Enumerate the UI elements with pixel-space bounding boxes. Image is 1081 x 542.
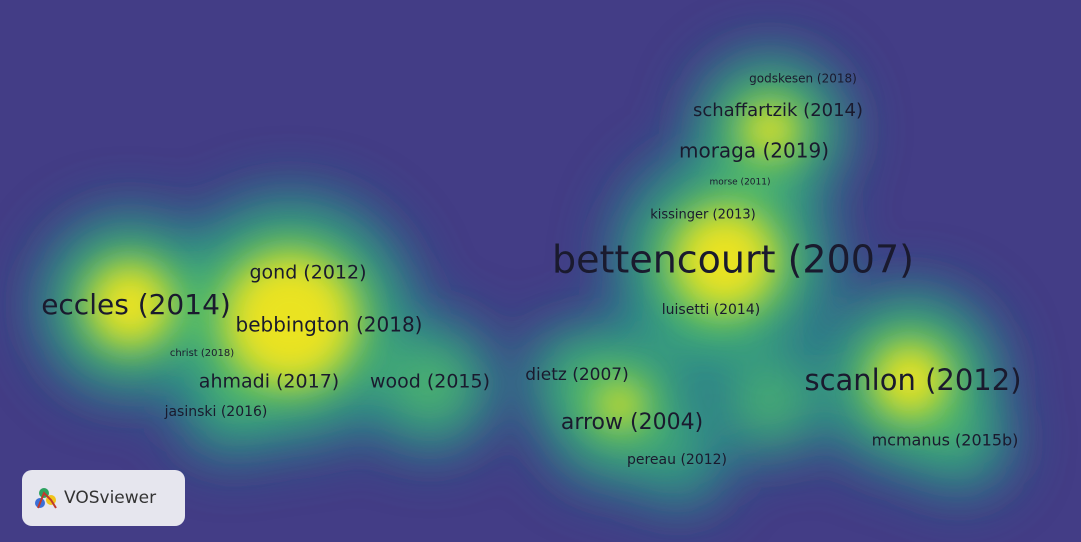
node-label: christ (2018) xyxy=(170,348,234,359)
node-label: eccles (2014) xyxy=(41,288,231,321)
density-blob xyxy=(600,385,640,425)
density-blob xyxy=(205,380,255,430)
node-label: moraga (2019) xyxy=(679,139,829,163)
density-yellow xyxy=(90,105,945,425)
node-label: morse (2011) xyxy=(710,178,771,188)
density-blob xyxy=(90,265,170,345)
node-label: scanlon (2012) xyxy=(804,363,1021,397)
logo-box xyxy=(22,470,185,526)
node-label: luisetti (2014) xyxy=(662,302,760,318)
node-label: bettencourt (2007) xyxy=(552,238,914,282)
labels: godskesen (2018) schaffartzik (2014) morag… xyxy=(41,72,1021,469)
node-label: godskesen (2018) xyxy=(749,72,857,86)
density-blob xyxy=(390,345,470,425)
node-label: mcmanus (2015b) xyxy=(872,431,1019,450)
density-blob xyxy=(735,365,805,435)
node-label: gond (2012) xyxy=(249,262,366,284)
density-layer xyxy=(35,50,1015,510)
logo[interactable]: VOSviewer xyxy=(22,470,185,526)
logo-text: VOSviewer xyxy=(64,488,156,508)
density-blob xyxy=(935,415,985,465)
node-label: schaffartzik (2014) xyxy=(693,100,863,121)
density-blob xyxy=(225,255,355,385)
node-label: dietz (2007) xyxy=(525,365,629,385)
density-blob xyxy=(745,105,795,155)
node-label: ahmadi (2017) xyxy=(199,371,339,393)
node-label: wood (2015) xyxy=(370,371,490,393)
node-label: pereau (2012) xyxy=(627,452,727,468)
density-blob xyxy=(660,440,700,480)
density-blob xyxy=(875,345,945,415)
node-label: arrow (2004) xyxy=(561,410,703,435)
logo-icon xyxy=(35,488,57,509)
node-label: jasinski (2016) xyxy=(164,404,268,420)
node-label: bebbington (2018) xyxy=(236,313,423,337)
density-blob xyxy=(550,350,600,400)
node-label: kissinger (2013) xyxy=(650,208,756,223)
density-blob xyxy=(675,210,775,310)
